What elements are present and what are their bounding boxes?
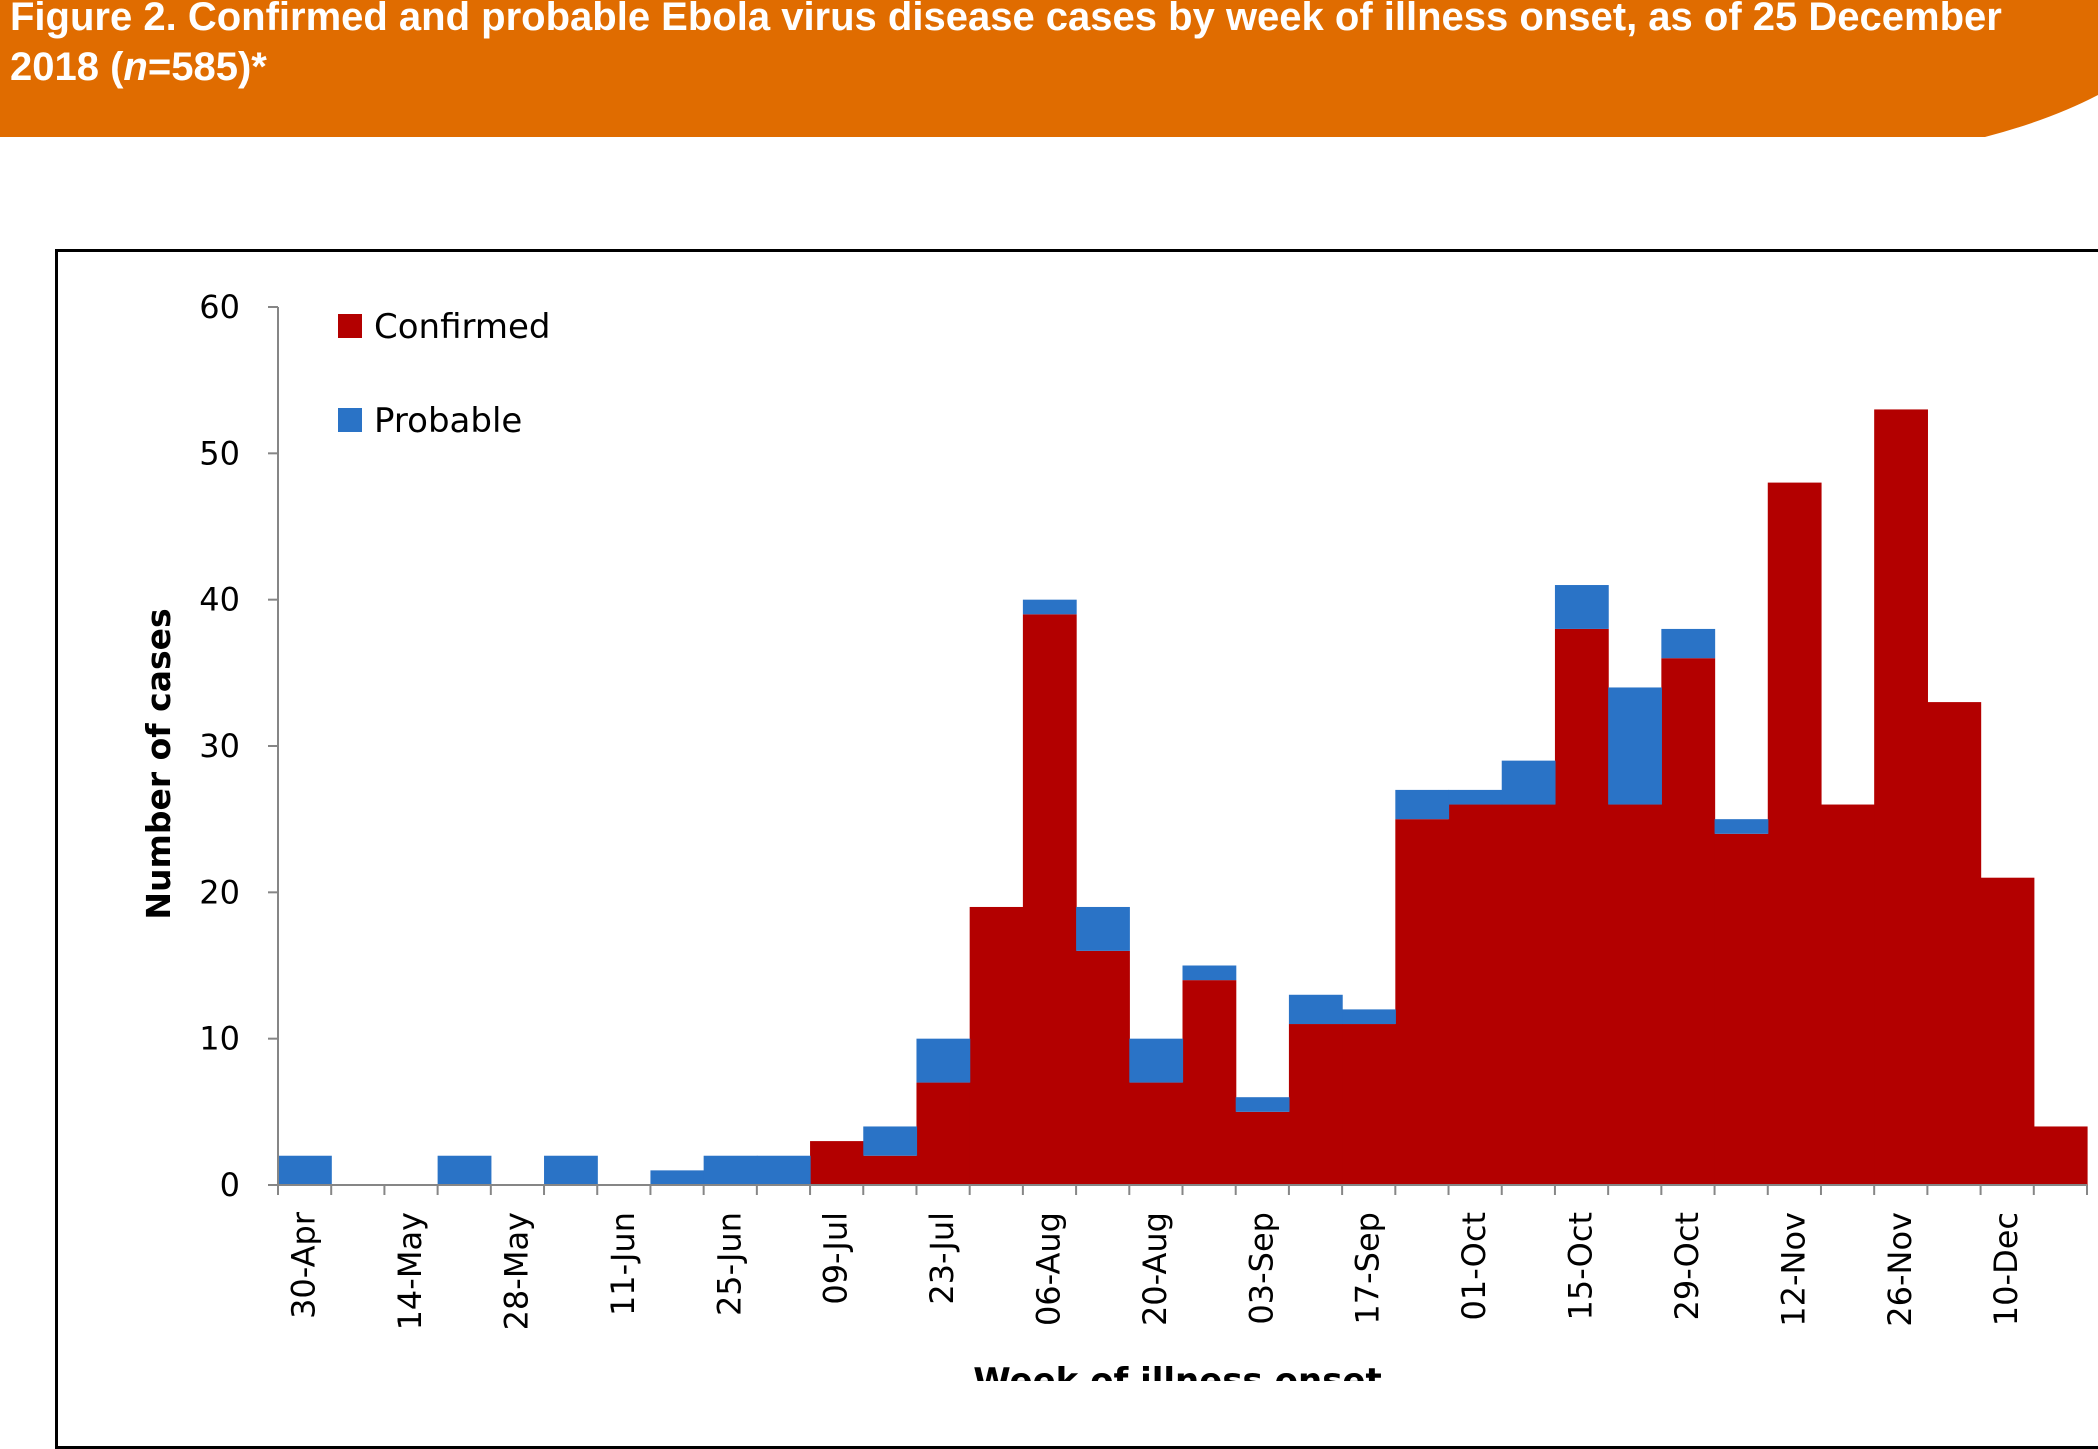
bar-confirmed [969,906,1024,1185]
bar-probable [1395,789,1450,820]
bar-probable [1288,994,1343,1025]
bar-probable [437,1155,492,1185]
bar-probable [916,1038,971,1083]
bar-probable [1554,585,1609,629]
bar-probable [1076,906,1130,951]
bar-confirmed [1554,628,1609,1185]
x-tick-label: 29-Oct [1668,1212,1706,1320]
bar-confirmed [1874,409,1928,1185]
bar-confirmed [1395,819,1450,1185]
x-tick-label: 25-Jun [710,1212,748,1316]
x-tick-label: 10-Dec [1987,1212,2025,1326]
labels-layer: 0 10 20 30 40 50 60 30-Apr 14-May 28-May 11-Jun 25-… [139,288,2025,1381]
bar-probable [1448,789,1503,805]
y-tick-label: 50 [199,434,240,472]
bar-confirmed [1342,1024,1396,1185]
bar-confirmed [1501,804,1556,1185]
legend-swatch-probable [338,408,362,432]
x-tick-label: 03-Sep [1242,1212,1280,1325]
x-tick-label: 30-Apr [285,1211,323,1319]
y-axis-title: Number of cases [139,608,178,919]
bar-probable [278,1155,332,1185]
title-band-fill [0,0,2098,137]
bar-confirmed [1182,980,1237,1185]
bar-confirmed [1129,1082,1184,1185]
axes-layer [268,306,2088,1195]
bar-confirmed [1980,877,2035,1185]
bar-probable [1022,599,1077,615]
bar-confirmed [916,1082,971,1185]
x-tick-label: 15-Oct [1562,1212,1600,1320]
x-axis-title: Week of illness onset [973,1361,1382,1381]
bar-confirmed [863,1155,918,1185]
bar-probable [544,1155,598,1185]
figure-title: Figure 2. Confirmed and probable Ebola v… [10,0,2070,92]
x-tick-label: 23-Jul [923,1212,961,1305]
x-tick-label: 20-Aug [1136,1212,1174,1326]
bar-probable [650,1170,705,1185]
figure-title-banner: Figure 2. Confirmed and probable Ebola v… [0,0,2098,137]
x-tick-label: 28-May [497,1212,535,1330]
figure-title-n: n [123,45,148,89]
x-tick-label: 26-Nov [1881,1212,1919,1327]
y-tick-label: 20 [199,873,240,911]
x-tick-label: 06-Aug [1029,1212,1067,1326]
bar-probable [1129,1038,1184,1083]
stacked-bar-chart: 0 10 20 30 40 50 60 30-Apr 14-May 28-May 11-Jun 25-… [139,288,2088,1381]
bar-confirmed [1714,833,1769,1185]
title-band-shape [0,0,2098,137]
y-tick-label: 30 [199,727,240,765]
y-tick-label: 40 [199,581,240,619]
legend-label-probable: Probable [374,401,522,441]
x-tick-label: 09-Jul [817,1212,855,1305]
figure-title-text: Figure 2. Confirmed and probable Ebola v… [10,0,2002,89]
bar-probable [703,1155,758,1185]
bar-probable [1714,819,1769,834]
bar-confirmed [1022,614,1077,1185]
bar-confirmed [1661,658,1716,1185]
figure-title-suffix: =585)* [147,45,267,89]
bar-confirmed [1288,1024,1343,1185]
bar-confirmed [1927,702,1982,1185]
bar-probable [863,1126,918,1156]
y-tick-label: 60 [199,288,240,326]
bar-confirmed [810,1141,864,1185]
bar-probable [1235,1097,1290,1112]
x-tick-label: 12-Nov [1774,1212,1812,1327]
bar-probable [1342,1009,1396,1025]
bar-confirmed [1235,1111,1290,1185]
bar-probable [756,1155,811,1185]
bar-probable [1661,628,1716,659]
bar-probable [1501,760,1556,805]
bar-confirmed [1076,950,1130,1185]
bar-probable [1608,687,1662,805]
bar-confirmed [2033,1126,2088,1185]
y-tick-label: 0 [220,1166,240,1204]
legend-swatch-confirmed [338,314,362,338]
y-tick-label: 10 [199,1020,240,1058]
bar-confirmed [1608,804,1662,1185]
bars-layer [278,409,2088,1186]
bar-probable [1182,965,1237,981]
legend-label-confirmed: Confirmed [374,307,551,347]
bar-confirmed [1820,804,1875,1185]
x-tick-label: 14-May [391,1212,429,1330]
x-tick-label: 17-Sep [1349,1212,1387,1325]
bar-confirmed [1767,482,1822,1186]
bar-confirmed [1448,804,1503,1185]
x-tick-label: 11-Jun [604,1212,642,1316]
x-tick-label: 01-Oct [1455,1212,1493,1320]
